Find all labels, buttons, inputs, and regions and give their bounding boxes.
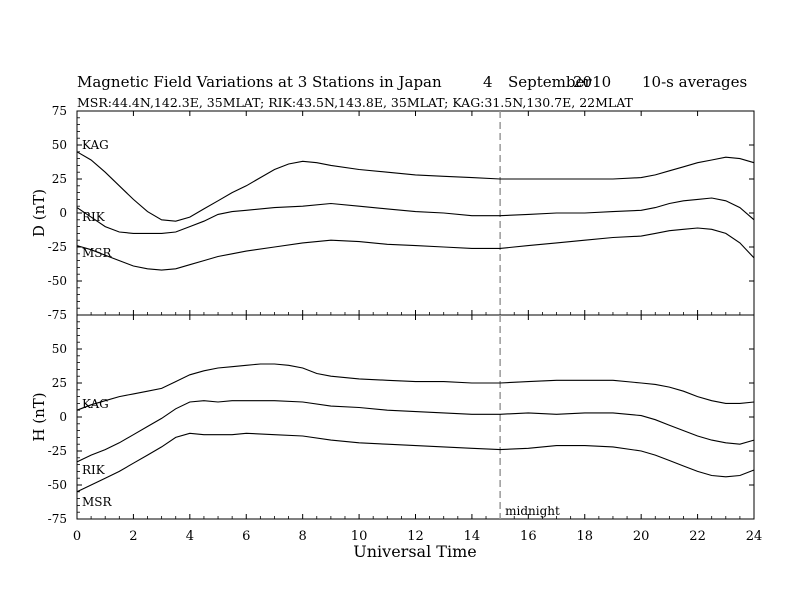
y-tick-label: 50	[52, 342, 67, 356]
series-label-kag: KAG	[82, 397, 109, 411]
y-axis-label: H (nT)	[30, 392, 48, 441]
x-tick-label: 2	[129, 529, 137, 544]
y-tick-label: -50	[48, 478, 67, 492]
y-tick-label: -25	[48, 240, 67, 254]
title-month: September	[508, 73, 592, 91]
chart-subtitle: MSR:44.4N,142.3E, 35MLAT; RIK:43.5N,143.…	[77, 95, 633, 110]
y-tick-label: 25	[52, 172, 67, 186]
x-tick-label: 12	[407, 529, 424, 544]
midnight-annotation: midnight	[505, 504, 560, 518]
series-line-rik	[76, 400, 755, 463]
series-label-rik: RIK	[82, 210, 106, 224]
y-tick-label: -25	[48, 444, 67, 458]
y-tick-label: -50	[48, 274, 67, 288]
series-label-kag: KAG	[82, 138, 109, 152]
y-tick-label: -75	[48, 308, 67, 322]
chart-title: Magnetic Field Variations at 3 Stations …	[77, 73, 442, 91]
x-tick-label: 24	[746, 529, 763, 544]
title-averaging: 10-s averages	[642, 73, 748, 91]
series-line-kag	[76, 151, 755, 222]
x-tick-label: 16	[520, 529, 537, 544]
title-day: 4	[483, 73, 493, 91]
series-line-kag	[76, 363, 755, 411]
panel-1: 50 25 0 -25 -50 -75 H (nT) KAG RIK MSR	[30, 314, 755, 526]
x-tick-label: 20	[633, 529, 650, 544]
panels-layer: 75 50 25 0 -25 -50 -75 D (nT) KAG RIK MSR 50 25 0 -25 -…	[30, 104, 762, 544]
series-line-msr	[76, 227, 755, 271]
y-axis-label: D (nT)	[30, 189, 48, 237]
x-tick-label: 14	[464, 529, 481, 544]
y-tick-label: 75	[52, 104, 67, 118]
y-tick-label: 0	[59, 410, 67, 424]
x-axis-label: Universal Time	[353, 542, 476, 561]
y-tick-label: 0	[59, 206, 67, 220]
panel-0: 75 50 25 0 -25 -50 -75 D (nT) KAG RIK MSR	[30, 104, 755, 322]
series-line-msr	[76, 432, 755, 493]
title-year: 2010	[573, 73, 612, 91]
x-tick-label: 0	[73, 529, 81, 544]
panel-frame	[76, 110, 755, 316]
series-label-msr: MSR	[82, 246, 113, 260]
x-tick-label: 8	[299, 529, 307, 544]
x-tick-label: 4	[186, 529, 194, 544]
y-tick-label: 25	[52, 376, 67, 390]
panel-frame	[76, 314, 755, 520]
x-tick-label: 10	[351, 529, 368, 544]
y-tick-label: 50	[52, 138, 67, 152]
y-tick-label: -75	[48, 512, 67, 526]
series-label-msr: MSR	[82, 495, 113, 509]
x-tick-label: 6	[242, 529, 250, 544]
series-label-rik: RIK	[82, 463, 106, 477]
x-tick-label: 22	[689, 529, 706, 544]
x-tick-label: 18	[576, 529, 593, 544]
series-line-rik	[76, 197, 755, 234]
